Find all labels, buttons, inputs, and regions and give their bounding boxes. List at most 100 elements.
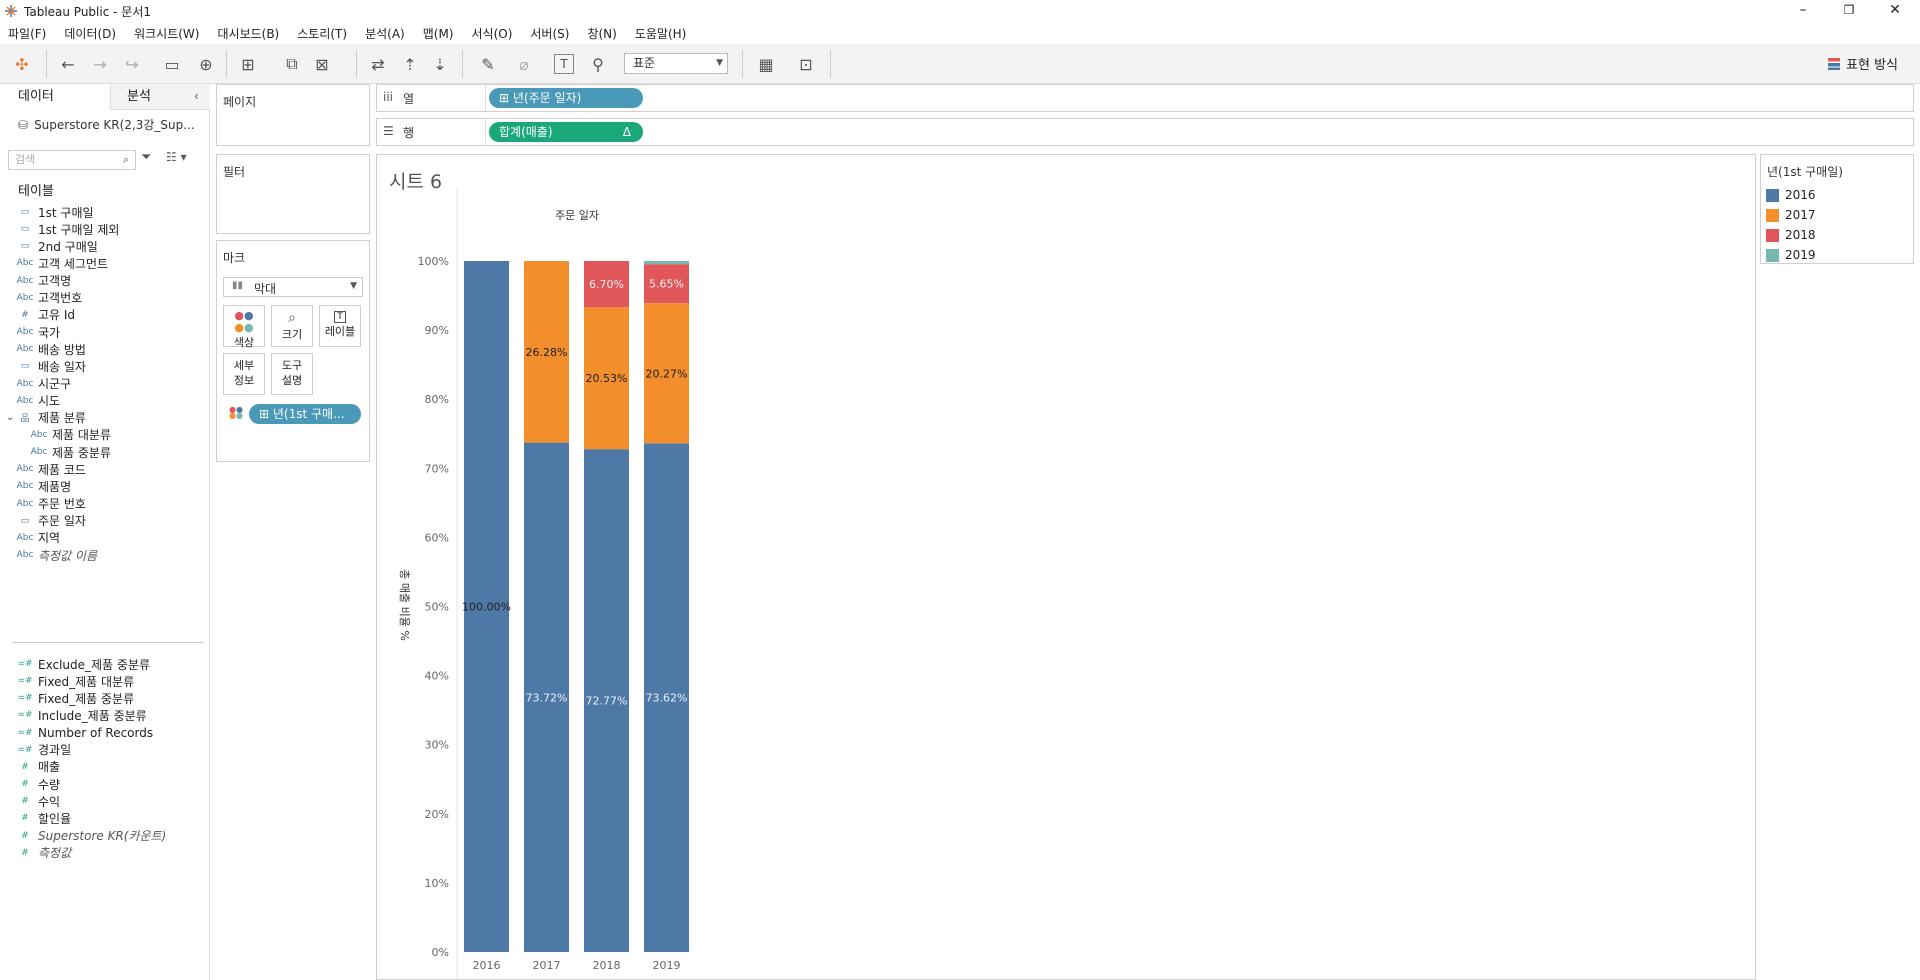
- tableau-start-icon[interactable]: ✣: [15, 54, 29, 74]
- dimension-field[interactable]: Abc 제품 대분류: [14, 425, 111, 445]
- legend-item-2018[interactable]: 2018: [1766, 227, 1816, 243]
- dimension-field[interactable]: Abc 고객명: [0, 271, 72, 291]
- dimension-field[interactable]: Abc 제품 코드: [0, 459, 86, 479]
- field-label: 주문 번호: [38, 497, 86, 512]
- color-button[interactable]: ●● ●● 색상: [223, 305, 265, 349]
- dimension-field[interactable]: ▭ 주문 일자: [0, 511, 86, 531]
- measure-field[interactable]: # Superstore KR(카운트): [0, 826, 166, 846]
- new-worksheet-icon[interactable]: ⊞: [241, 54, 255, 74]
- detail-button[interactable]: 세부 정보: [223, 353, 265, 395]
- sort-descending-icon[interactable]: ⇣: [433, 54, 447, 74]
- duplicate-sheet-icon[interactable]: ⧉: [286, 54, 298, 73]
- sort-ascending-icon[interactable]: ⇡: [403, 54, 417, 74]
- dimension-field[interactable]: Abc 제품명: [0, 476, 72, 496]
- x-header-title: 주문 일자: [555, 208, 599, 222]
- restore-icon[interactable]: ❐: [1843, 3, 1855, 17]
- label-button[interactable]: T 레이블: [319, 305, 361, 347]
- minimize-icon[interactable]: –: [1799, 2, 1807, 18]
- fit-select[interactable]: 표준 ▼: [624, 53, 728, 74]
- menu-help[interactable]: 도움말(H): [634, 26, 687, 41]
- dimension-field[interactable]: ⌄ 品 제품 분류: [0, 408, 86, 428]
- measure-field[interactable]: # 측정값: [0, 843, 71, 863]
- y-tick-label: 60%: [425, 531, 449, 544]
- dimension-field[interactable]: Abc 제품 중분류: [14, 442, 111, 462]
- menu-format[interactable]: 서식(O): [471, 26, 513, 41]
- dimension-field[interactable]: Abc 고객 세그먼트: [0, 253, 108, 273]
- color-field-pill[interactable]: ⊞ 년(1st 구매...: [249, 404, 361, 424]
- group-icon[interactable]: ⌀: [519, 54, 529, 74]
- dimension-field[interactable]: Abc 국가: [0, 322, 61, 342]
- replay-icon[interactable]: ↪: [125, 54, 139, 74]
- y-tick-label: 50%: [425, 601, 449, 614]
- tab-data[interactable]: 데이터: [0, 84, 110, 110]
- view-options-icon[interactable]: ☷ ▾: [166, 150, 187, 164]
- pages-card[interactable]: 페이지: [216, 84, 370, 146]
- menu-analysis[interactable]: 분석(A): [365, 26, 405, 41]
- rows-shelf[interactable]: ☰ 행 합계(매출) Δ: [376, 118, 1914, 146]
- undo-icon[interactable]: ←: [61, 54, 75, 74]
- measure-field[interactable]: =# Fixed_제품 중분류: [0, 688, 134, 708]
- dimension-field[interactable]: ▭ 1st 구매일 제외: [0, 219, 120, 239]
- tab-analytics[interactable]: 분석: [110, 84, 210, 110]
- swap-rows-columns-icon[interactable]: ⇄: [371, 54, 385, 74]
- show-cards-icon[interactable]: ▦: [758, 54, 774, 74]
- new-datasource-icon[interactable]: ⊕: [199, 54, 213, 74]
- dimension-field[interactable]: Abc 주문 번호: [0, 494, 86, 514]
- mark-type-select[interactable]: ▮▮ 막대 ▼: [223, 277, 363, 297]
- pin-axes-icon[interactable]: ⚲: [592, 54, 604, 74]
- measure-field[interactable]: =# Number of Records: [0, 723, 153, 743]
- menu-server[interactable]: 서버(S): [530, 26, 570, 41]
- presentation-mode-icon[interactable]: ⊡: [799, 54, 813, 74]
- dimension-field[interactable]: ▭ 배송 일자: [0, 356, 86, 376]
- dimension-field[interactable]: Abc 시도: [0, 391, 61, 411]
- toolbar-separator: [830, 50, 831, 78]
- save-icon[interactable]: ▭: [164, 54, 180, 74]
- menu-map[interactable]: 맵(M): [422, 26, 454, 41]
- measure-field[interactable]: # 매출: [0, 757, 60, 777]
- color-icon: ●● ●●: [234, 309, 254, 334]
- clear-sheet-icon[interactable]: ⊠: [315, 54, 329, 74]
- collapse-pane-icon[interactable]: ‹: [194, 89, 199, 103]
- show-labels-icon[interactable]: T: [554, 54, 574, 74]
- menu-file[interactable]: 파일(F): [8, 26, 47, 41]
- measure-field[interactable]: =# Exclude_제품 중분류: [0, 654, 150, 674]
- dimension-field[interactable]: Abc 배송 방법: [0, 339, 86, 359]
- measure-field[interactable]: # 수익: [0, 791, 60, 811]
- dimension-field[interactable]: Abc 지역: [0, 528, 61, 548]
- datasource-item[interactable]: ⛁ Superstore KR(2,3강_Sup...: [18, 116, 195, 133]
- rows-pill[interactable]: 합계(매출) Δ: [489, 122, 643, 142]
- dimension-field[interactable]: ▭ 2nd 구매일: [0, 236, 98, 256]
- measure-field[interactable]: =# Include_제품 중분류: [0, 705, 146, 725]
- menu-dashboard[interactable]: 대시보드(B): [217, 26, 280, 41]
- columns-pill[interactable]: ⊞ 년(주문 일자): [489, 88, 643, 108]
- dimension-field[interactable]: # 고유 Id: [0, 305, 75, 325]
- dimension-field[interactable]: Abc 측정값 이름: [0, 545, 97, 565]
- show-me-button[interactable]: 표현 방식: [1828, 54, 1898, 73]
- columns-shelf[interactable]: iii 열 ⊞ 년(주문 일자): [376, 84, 1914, 112]
- close-icon[interactable]: ✕: [1889, 2, 1901, 18]
- filter-icon[interactable]: ⏷: [141, 150, 152, 165]
- measure-field[interactable]: =# Fixed_제품 대분류: [0, 671, 134, 691]
- legend-item-2017[interactable]: 2017: [1766, 207, 1816, 223]
- legend-item-2016[interactable]: 2016: [1766, 187, 1816, 203]
- dimension-field[interactable]: ▭ 1st 구매일: [0, 202, 94, 222]
- menu-window[interactable]: 창(N): [587, 26, 617, 41]
- chevron-down-icon[interactable]: ⌄: [6, 412, 15, 424]
- field-search-input[interactable]: 검색 ⌕: [8, 150, 136, 170]
- measure-field[interactable]: =# 경과일: [0, 740, 71, 760]
- filters-card[interactable]: 필터: [216, 154, 370, 234]
- menu-worksheet[interactable]: 워크시트(W): [134, 26, 200, 41]
- measure-field[interactable]: # 할인율: [0, 808, 71, 828]
- menu-data[interactable]: 데이터(D): [64, 26, 117, 41]
- highlight-icon[interactable]: ✎: [481, 54, 495, 74]
- data-label: 72.77%: [586, 695, 628, 708]
- menu-story[interactable]: 스토리(T): [297, 26, 348, 41]
- dimension-field[interactable]: Abc 시군구: [0, 374, 72, 394]
- dimension-field[interactable]: Abc 고객번호: [0, 288, 83, 308]
- tooltip-button[interactable]: 도구 설명: [271, 353, 313, 395]
- measure-field[interactable]: # 수량: [0, 774, 60, 794]
- size-button[interactable]: ⌕ 크기: [271, 305, 313, 347]
- redo-icon[interactable]: →: [93, 54, 107, 74]
- legend-item-2019[interactable]: 2019: [1766, 247, 1816, 263]
- string-type-icon: Abc: [16, 395, 34, 406]
